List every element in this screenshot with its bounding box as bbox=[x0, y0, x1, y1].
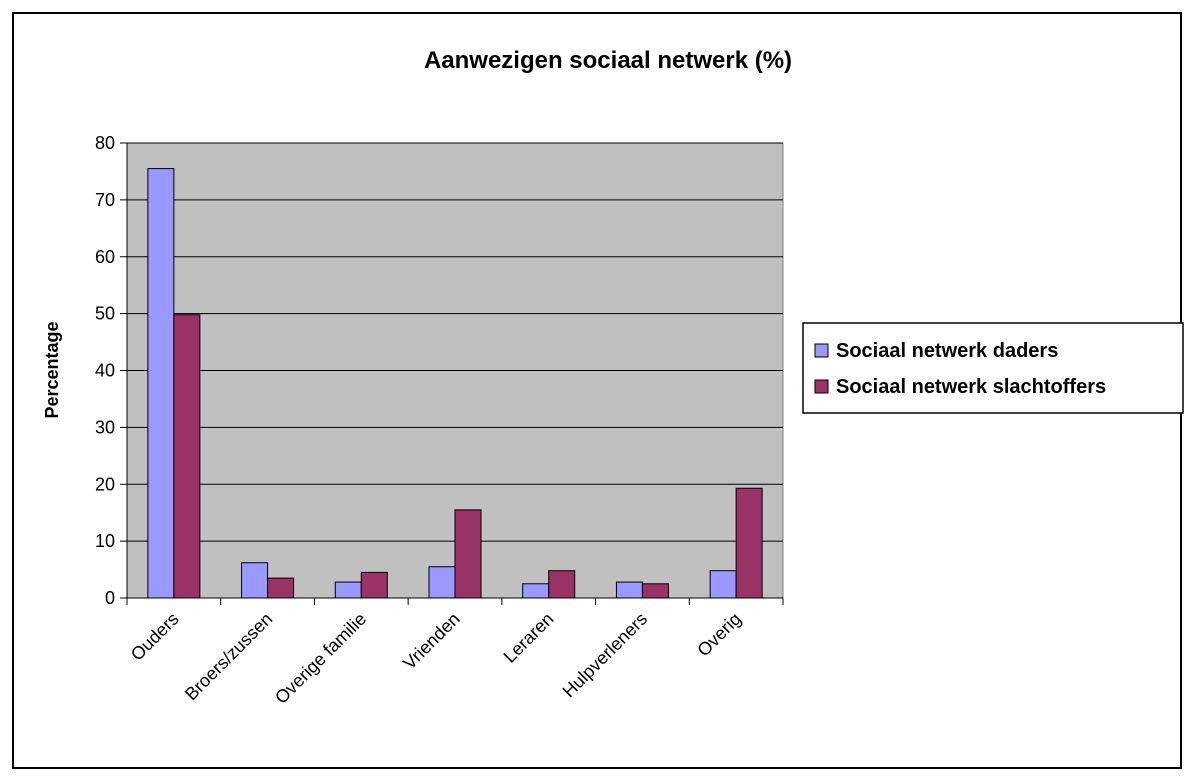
bar-slachtoffers bbox=[548, 570, 576, 599]
y-tick-label: 0 bbox=[105, 588, 115, 608]
x-tick-label: Ouders bbox=[127, 609, 183, 665]
bar-slachtoffers bbox=[267, 577, 295, 599]
bar-daders bbox=[522, 583, 550, 599]
bar-slachtoffers bbox=[641, 583, 669, 599]
bar-daders bbox=[615, 581, 643, 599]
x-tick-label: Vrienden bbox=[399, 609, 464, 674]
bar-daders bbox=[147, 168, 175, 599]
bar-daders bbox=[428, 566, 456, 599]
legend-label: Sociaal netwerk slachtoffers bbox=[836, 376, 1106, 398]
bar-daders bbox=[334, 581, 362, 599]
bar-slachtoffers bbox=[735, 487, 763, 599]
legend-swatch bbox=[814, 343, 829, 358]
y-tick-label: 30 bbox=[95, 417, 115, 437]
y-tick-label: 40 bbox=[95, 361, 115, 381]
legend-label: Sociaal netwerk daders bbox=[836, 340, 1058, 362]
legend: Sociaal netwerk daders Sociaal netwerk sl… bbox=[802, 322, 1184, 414]
bar-slachtoffers bbox=[360, 571, 388, 599]
chart-title: Aanwezigen sociaal netwerk (%) bbox=[424, 47, 792, 74]
y-tick-label: 10 bbox=[95, 531, 115, 551]
legend-swatch bbox=[814, 379, 829, 394]
bar-daders bbox=[241, 562, 269, 599]
bar-slachtoffers bbox=[173, 314, 201, 599]
y-axis-label: Percentage bbox=[42, 321, 62, 418]
x-tick-label: Broers/zussen bbox=[181, 609, 277, 705]
x-tick-label: Hulpverleners bbox=[559, 609, 652, 702]
plot-area: 01020304050607080OudersBroers/zussenOver… bbox=[95, 133, 784, 708]
bar-daders bbox=[709, 570, 737, 599]
y-tick-label: 80 bbox=[95, 133, 115, 153]
y-tick-label: 20 bbox=[95, 474, 115, 494]
legend-box bbox=[802, 322, 1184, 414]
y-tick-label: 60 bbox=[95, 247, 115, 267]
y-tick-label: 50 bbox=[95, 304, 115, 324]
bar-slachtoffers bbox=[454, 509, 482, 599]
x-tick-label: Leraren bbox=[500, 609, 558, 667]
x-tick-label: Overige familie bbox=[271, 609, 370, 708]
y-tick-label: 70 bbox=[95, 190, 115, 210]
x-tick-label: Overig bbox=[693, 609, 745, 661]
